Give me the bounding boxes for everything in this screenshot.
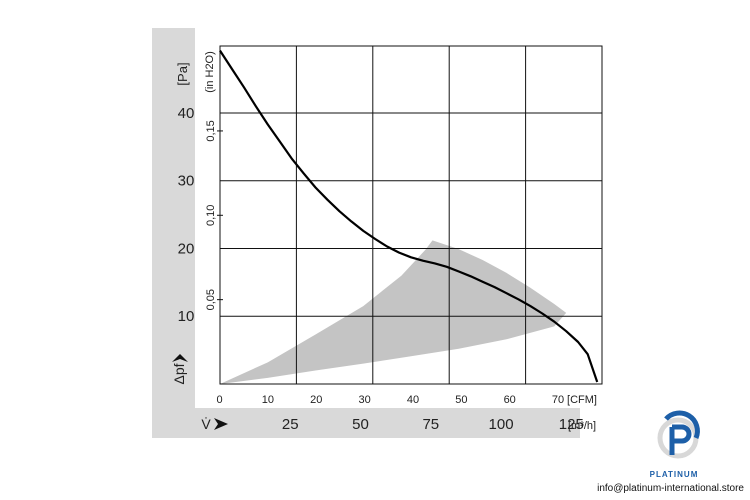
y2-tick-label: 0,15 (205, 120, 217, 141)
x-tick-label: 60 (504, 394, 516, 406)
y-symbol-label: Δpf (171, 363, 187, 384)
x-tick-label: 10 (262, 394, 274, 406)
x-tick-label: 0 (216, 394, 222, 406)
x-tick-label: 40 (407, 394, 419, 406)
x-tick-label: 70 (552, 394, 564, 406)
x2-tick-label: 50 (352, 416, 369, 433)
left-axis-band (152, 28, 195, 438)
x-tick-label: 50 (455, 394, 467, 406)
platinum-logo-mark (657, 410, 700, 459)
y-tick-label: 20 (178, 240, 195, 257)
x-unit-label: [CFM] (567, 394, 597, 406)
y2-unit-label: (in H2O) (204, 51, 216, 93)
y2-tick-label: 0,10 (205, 205, 217, 226)
y-unit-label: [Pa] (175, 62, 190, 85)
x2-unit-label: [m³/h] (568, 420, 596, 432)
x2-tick-label: 125 (559, 416, 584, 433)
platinum-logo (628, 405, 728, 485)
x2-tick-label: 100 (489, 416, 514, 433)
x2-tick-label: 25 (282, 416, 299, 433)
y-arrow-icon (172, 354, 188, 362)
x2-symbol-label: V̇ (201, 416, 211, 432)
brand-name: PLATINUM (649, 470, 699, 479)
x-tick-label: 30 (358, 394, 370, 406)
y2-tick-label: 0,05 (205, 289, 217, 310)
x2-tick-label: 75 (422, 416, 439, 433)
series-line-pressure (219, 50, 599, 383)
y-tick-label: 10 (178, 308, 195, 325)
operating-area (220, 240, 567, 384)
x2-arrow-icon (214, 418, 228, 430)
y-tick-label: 40 (178, 105, 195, 122)
x-tick-label: 20 (310, 394, 322, 406)
contact-email: info@platinum-international.store (597, 483, 744, 494)
y-tick-label: 30 (178, 173, 195, 190)
